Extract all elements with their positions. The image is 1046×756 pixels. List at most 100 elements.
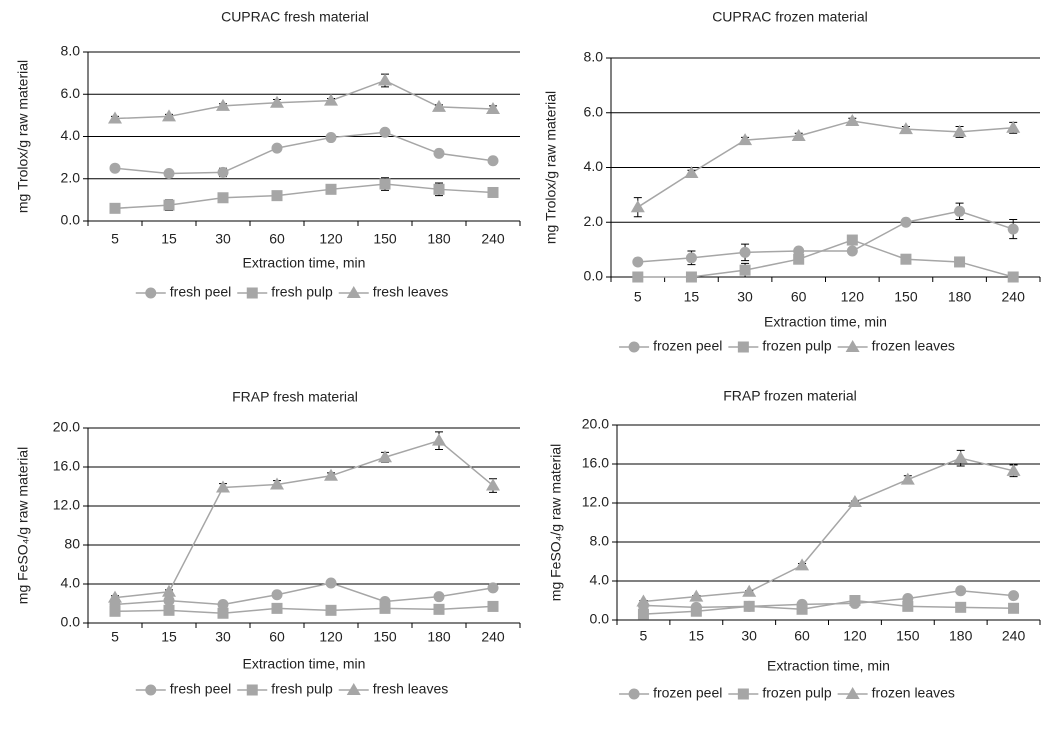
legend: frozen peel frozen pulp frozen leaves bbox=[619, 685, 955, 701]
x-axis-label: Extraction time, min bbox=[767, 658, 890, 674]
legend-label: fresh peel bbox=[170, 681, 231, 697]
x-tick-label: 5 bbox=[111, 629, 119, 645]
marker bbox=[217, 166, 229, 178]
marker bbox=[432, 99, 446, 112]
marker bbox=[1007, 271, 1019, 283]
y-tick-label: 12.0 bbox=[53, 497, 80, 513]
marker bbox=[849, 595, 861, 606]
series-line bbox=[643, 589, 1014, 609]
y-tick-label: 20.0 bbox=[582, 416, 609, 432]
marker bbox=[898, 122, 913, 135]
y-axis-label: mg FeSO₄/g raw material bbox=[15, 447, 31, 604]
marker bbox=[108, 111, 122, 124]
legend-item: fresh pulp bbox=[237, 681, 333, 697]
marker bbox=[954, 256, 966, 268]
legend-item: frozen leaves bbox=[837, 685, 955, 701]
chart-panel: CUPRAC fresh material mg Trolox/g raw mat… bbox=[15, 9, 521, 300]
marker bbox=[109, 605, 121, 617]
marker bbox=[216, 98, 230, 111]
y-tick-label: 4.0 bbox=[584, 158, 604, 174]
x-tick-label: 60 bbox=[269, 629, 285, 645]
marker bbox=[163, 595, 175, 607]
chart-title: CUPRAC frozen material bbox=[712, 9, 868, 25]
y-tick-label: 8.0 bbox=[590, 533, 610, 549]
marker bbox=[902, 600, 914, 612]
x-tick-label: 30 bbox=[741, 628, 757, 644]
legend-label: frozen pulp bbox=[762, 338, 831, 354]
y-tick-label: 0.0 bbox=[584, 268, 604, 284]
marker bbox=[324, 93, 338, 106]
marker bbox=[487, 186, 499, 198]
legend-label: fresh leaves bbox=[373, 284, 448, 300]
legend: frozen peel frozen pulp frozen leaves bbox=[619, 338, 955, 354]
legend-item: frozen pulp bbox=[728, 338, 832, 354]
marker bbox=[739, 264, 751, 276]
marker bbox=[379, 178, 391, 190]
chart-title: FRAP frozen material bbox=[723, 388, 857, 404]
marker bbox=[487, 155, 499, 167]
x-tick-label: 15 bbox=[689, 628, 705, 644]
x-tick-label: 5 bbox=[111, 231, 119, 247]
marker bbox=[1008, 590, 1020, 602]
legend-label: frozen peel bbox=[653, 338, 722, 354]
legend: fresh peel fresh pulp fresh leaves bbox=[135, 681, 448, 697]
marker bbox=[955, 585, 967, 597]
series-line bbox=[643, 457, 1014, 603]
marker bbox=[217, 607, 229, 619]
marker bbox=[795, 558, 810, 571]
marker bbox=[738, 133, 753, 146]
x-tick-label: 150 bbox=[894, 289, 918, 305]
marker bbox=[145, 287, 157, 299]
marker bbox=[109, 162, 121, 174]
marker bbox=[690, 605, 702, 617]
x-tick-label: 240 bbox=[481, 629, 505, 645]
marker bbox=[1006, 120, 1021, 133]
x-tick-label: 180 bbox=[949, 628, 973, 644]
legend: fresh peel fresh pulp fresh leaves bbox=[135, 284, 448, 300]
marker bbox=[325, 132, 337, 144]
marker bbox=[486, 478, 500, 491]
marker bbox=[900, 472, 915, 485]
y-tick-label: 0.0 bbox=[61, 212, 81, 228]
y-tick-label: 2.0 bbox=[61, 169, 81, 185]
x-tick-label: 150 bbox=[373, 231, 397, 247]
marker bbox=[216, 480, 230, 493]
series-line bbox=[114, 79, 494, 120]
marker bbox=[486, 102, 500, 115]
marker bbox=[685, 271, 697, 283]
legend-item: fresh pulp bbox=[237, 284, 333, 300]
y-axis-label: mg Trolox/g raw material bbox=[15, 60, 31, 213]
marker bbox=[379, 126, 391, 138]
marker bbox=[793, 253, 805, 265]
marker bbox=[163, 604, 175, 616]
marker bbox=[743, 600, 755, 612]
y-tick-label: 16.0 bbox=[53, 458, 80, 474]
legend-label: frozen leaves bbox=[872, 685, 955, 701]
marker bbox=[217, 192, 229, 204]
marker bbox=[628, 341, 640, 353]
y-tick-label: 8.0 bbox=[584, 49, 604, 65]
marker bbox=[325, 183, 337, 195]
x-tick-label: 30 bbox=[215, 629, 231, 645]
x-tick-label: 120 bbox=[319, 231, 343, 247]
x-axis-label: Extraction time, min bbox=[764, 314, 887, 330]
chart-panel: FRAP frozen material mg FeSO₄/g raw mater… bbox=[548, 388, 1041, 701]
y-tick-label: 80 bbox=[64, 536, 80, 552]
chart-panel: FRAP fresh material mg FeSO₄/g raw materi… bbox=[15, 389, 521, 697]
marker bbox=[628, 688, 640, 700]
series-line bbox=[637, 120, 1014, 208]
y-tick-label: 4.0 bbox=[61, 575, 81, 591]
chart-panel: CUPRAC frozen material mg Trolox/g raw ma… bbox=[543, 9, 1041, 354]
marker bbox=[684, 165, 699, 178]
x-tick-label: 240 bbox=[1002, 628, 1026, 644]
x-tick-label: 30 bbox=[737, 289, 753, 305]
legend-item: frozen leaves bbox=[837, 338, 955, 354]
y-tick-label: 16.0 bbox=[582, 455, 609, 471]
x-tick-label: 180 bbox=[427, 629, 451, 645]
marker bbox=[271, 142, 283, 154]
x-tick-label: 180 bbox=[427, 231, 451, 247]
legend-item: fresh leaves bbox=[338, 284, 448, 300]
x-tick-label: 240 bbox=[1002, 289, 1026, 305]
y-tick-label: 6.0 bbox=[61, 85, 81, 101]
marker bbox=[739, 246, 751, 258]
